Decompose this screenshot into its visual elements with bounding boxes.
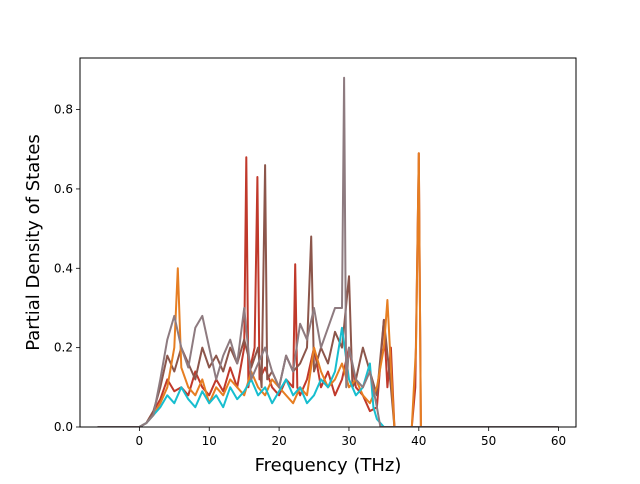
series-layer bbox=[97, 76, 559, 427]
x-tick-label: 60 bbox=[551, 434, 566, 448]
x-tick-label: 30 bbox=[341, 434, 356, 448]
x-tick-label: 50 bbox=[481, 434, 496, 448]
x-axis-ticks: 0 10 20 30 40 50 60 bbox=[136, 427, 566, 448]
y-axis-ticks: 0.0 0.2 0.4 0.6 0.8 bbox=[54, 103, 80, 434]
x-tick-label: 40 bbox=[411, 434, 426, 448]
y-tick-label: 0.6 bbox=[54, 182, 73, 196]
series-line-4 bbox=[97, 326, 559, 427]
x-tick-label: 0 bbox=[136, 434, 144, 448]
y-tick-label: 0.8 bbox=[54, 103, 73, 117]
x-tick-label: 10 bbox=[202, 434, 217, 448]
x-tick-label: 20 bbox=[271, 434, 286, 448]
y-tick-label: 0.4 bbox=[54, 261, 73, 275]
y-axis-label: Partial Density of States bbox=[23, 134, 44, 351]
y-tick-label: 0.0 bbox=[54, 420, 73, 434]
series-line-3 bbox=[97, 152, 559, 427]
plot-frame bbox=[79, 57, 577, 428]
x-axis-label: Frequency (THz) bbox=[255, 455, 402, 476]
y-tick-label: 0.2 bbox=[54, 341, 73, 355]
series-line-5 bbox=[97, 76, 559, 427]
